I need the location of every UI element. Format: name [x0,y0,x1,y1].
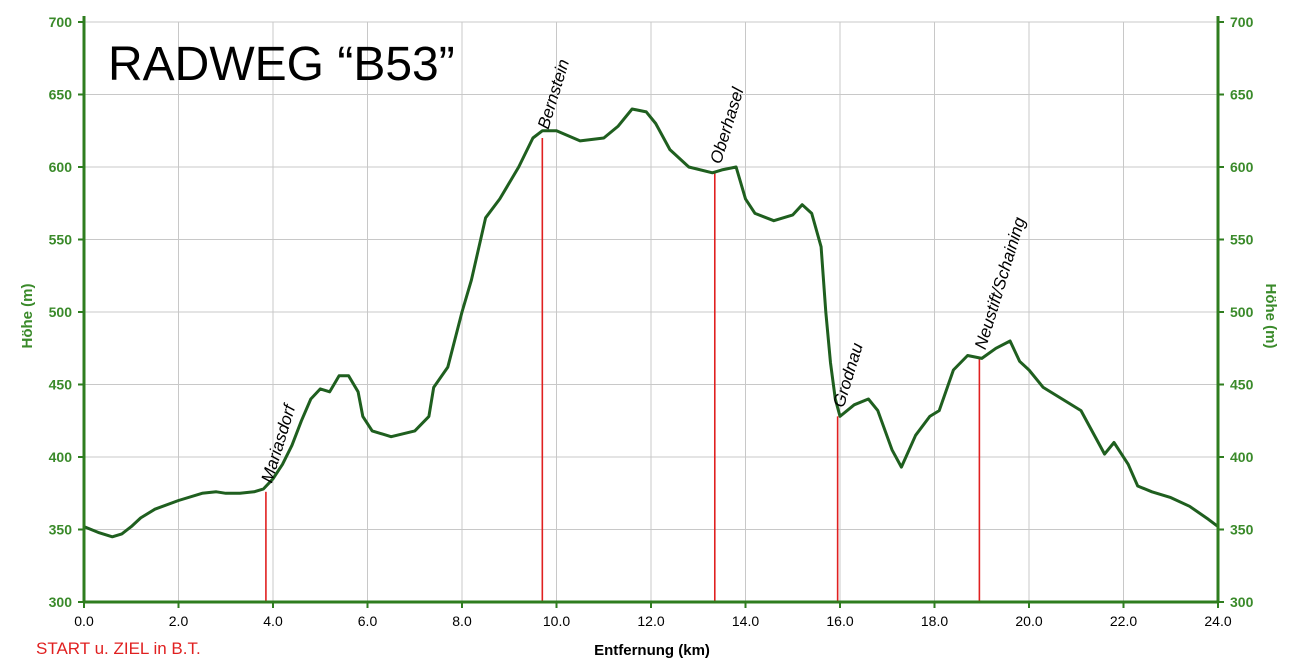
y-tick-label-left: 600 [49,159,73,175]
y-tick-label-right: 300 [1230,594,1254,610]
y-tick-label-left: 350 [49,522,73,538]
start-finish-note: START u. ZIEL in B.T. [36,639,201,658]
x-tick-label: 14.0 [732,613,759,629]
x-tick-label: 8.0 [452,613,472,629]
y-tick-label-left: 550 [49,232,73,248]
elevation-profile-line [83,107,1219,539]
y-tick-label-right: 600 [1230,159,1254,175]
poi-label: Neustift/Schaining [971,214,1029,351]
x-tick-label: 24.0 [1204,613,1231,629]
y-tick-label-right: 350 [1230,522,1254,538]
y-tick-label-left: 650 [49,87,73,103]
y-tick-label-right: 500 [1230,304,1254,320]
x-tick-label: 16.0 [826,613,853,629]
y-tick-label-right: 550 [1230,232,1254,248]
y-tick-label-right: 650 [1230,87,1254,103]
y-tick-label-right: 700 [1230,14,1254,30]
y-tick-label-left: 700 [49,14,73,30]
x-tick-label: 22.0 [1110,613,1137,629]
y-tick-label-right: 450 [1230,377,1254,393]
x-tick-label: 6.0 [358,613,378,629]
axes [78,16,1224,608]
x-tick-label: 20.0 [1015,613,1042,629]
y-tick-label-left: 400 [49,449,73,465]
x-tick-label: 0.0 [74,613,94,629]
chart-title: RADWEG “B53” [108,38,455,91]
x-tick-label: 18.0 [921,613,948,629]
x-tick-label: 12.0 [637,613,664,629]
y-tick-label-left: 300 [49,594,73,610]
x-axis-label: Entfernung (km) [594,642,710,659]
tick-labels: 0.0 2.0 4.0 6.0 8.0 10.0 12.0 14.0 16.0 18.0 20.0 2… [49,14,1254,629]
x-tick-label: 4.0 [263,613,283,629]
grid-lines [83,21,1219,603]
y-tick-label-left: 450 [49,377,73,393]
poi-marker-lines [265,138,981,602]
y-axis-label-left: Höhe (m) [19,284,36,349]
y-tick-label-left: 500 [49,304,73,320]
y-axis-label-right: Höhe (m) [1262,284,1279,349]
x-tick-label: 10.0 [543,613,570,629]
y-tick-label-right: 400 [1230,449,1254,465]
poi-label: Oberhasel [706,84,747,166]
x-tick-label: 2.0 [169,613,189,629]
poi-label: Grodnau [829,340,867,409]
